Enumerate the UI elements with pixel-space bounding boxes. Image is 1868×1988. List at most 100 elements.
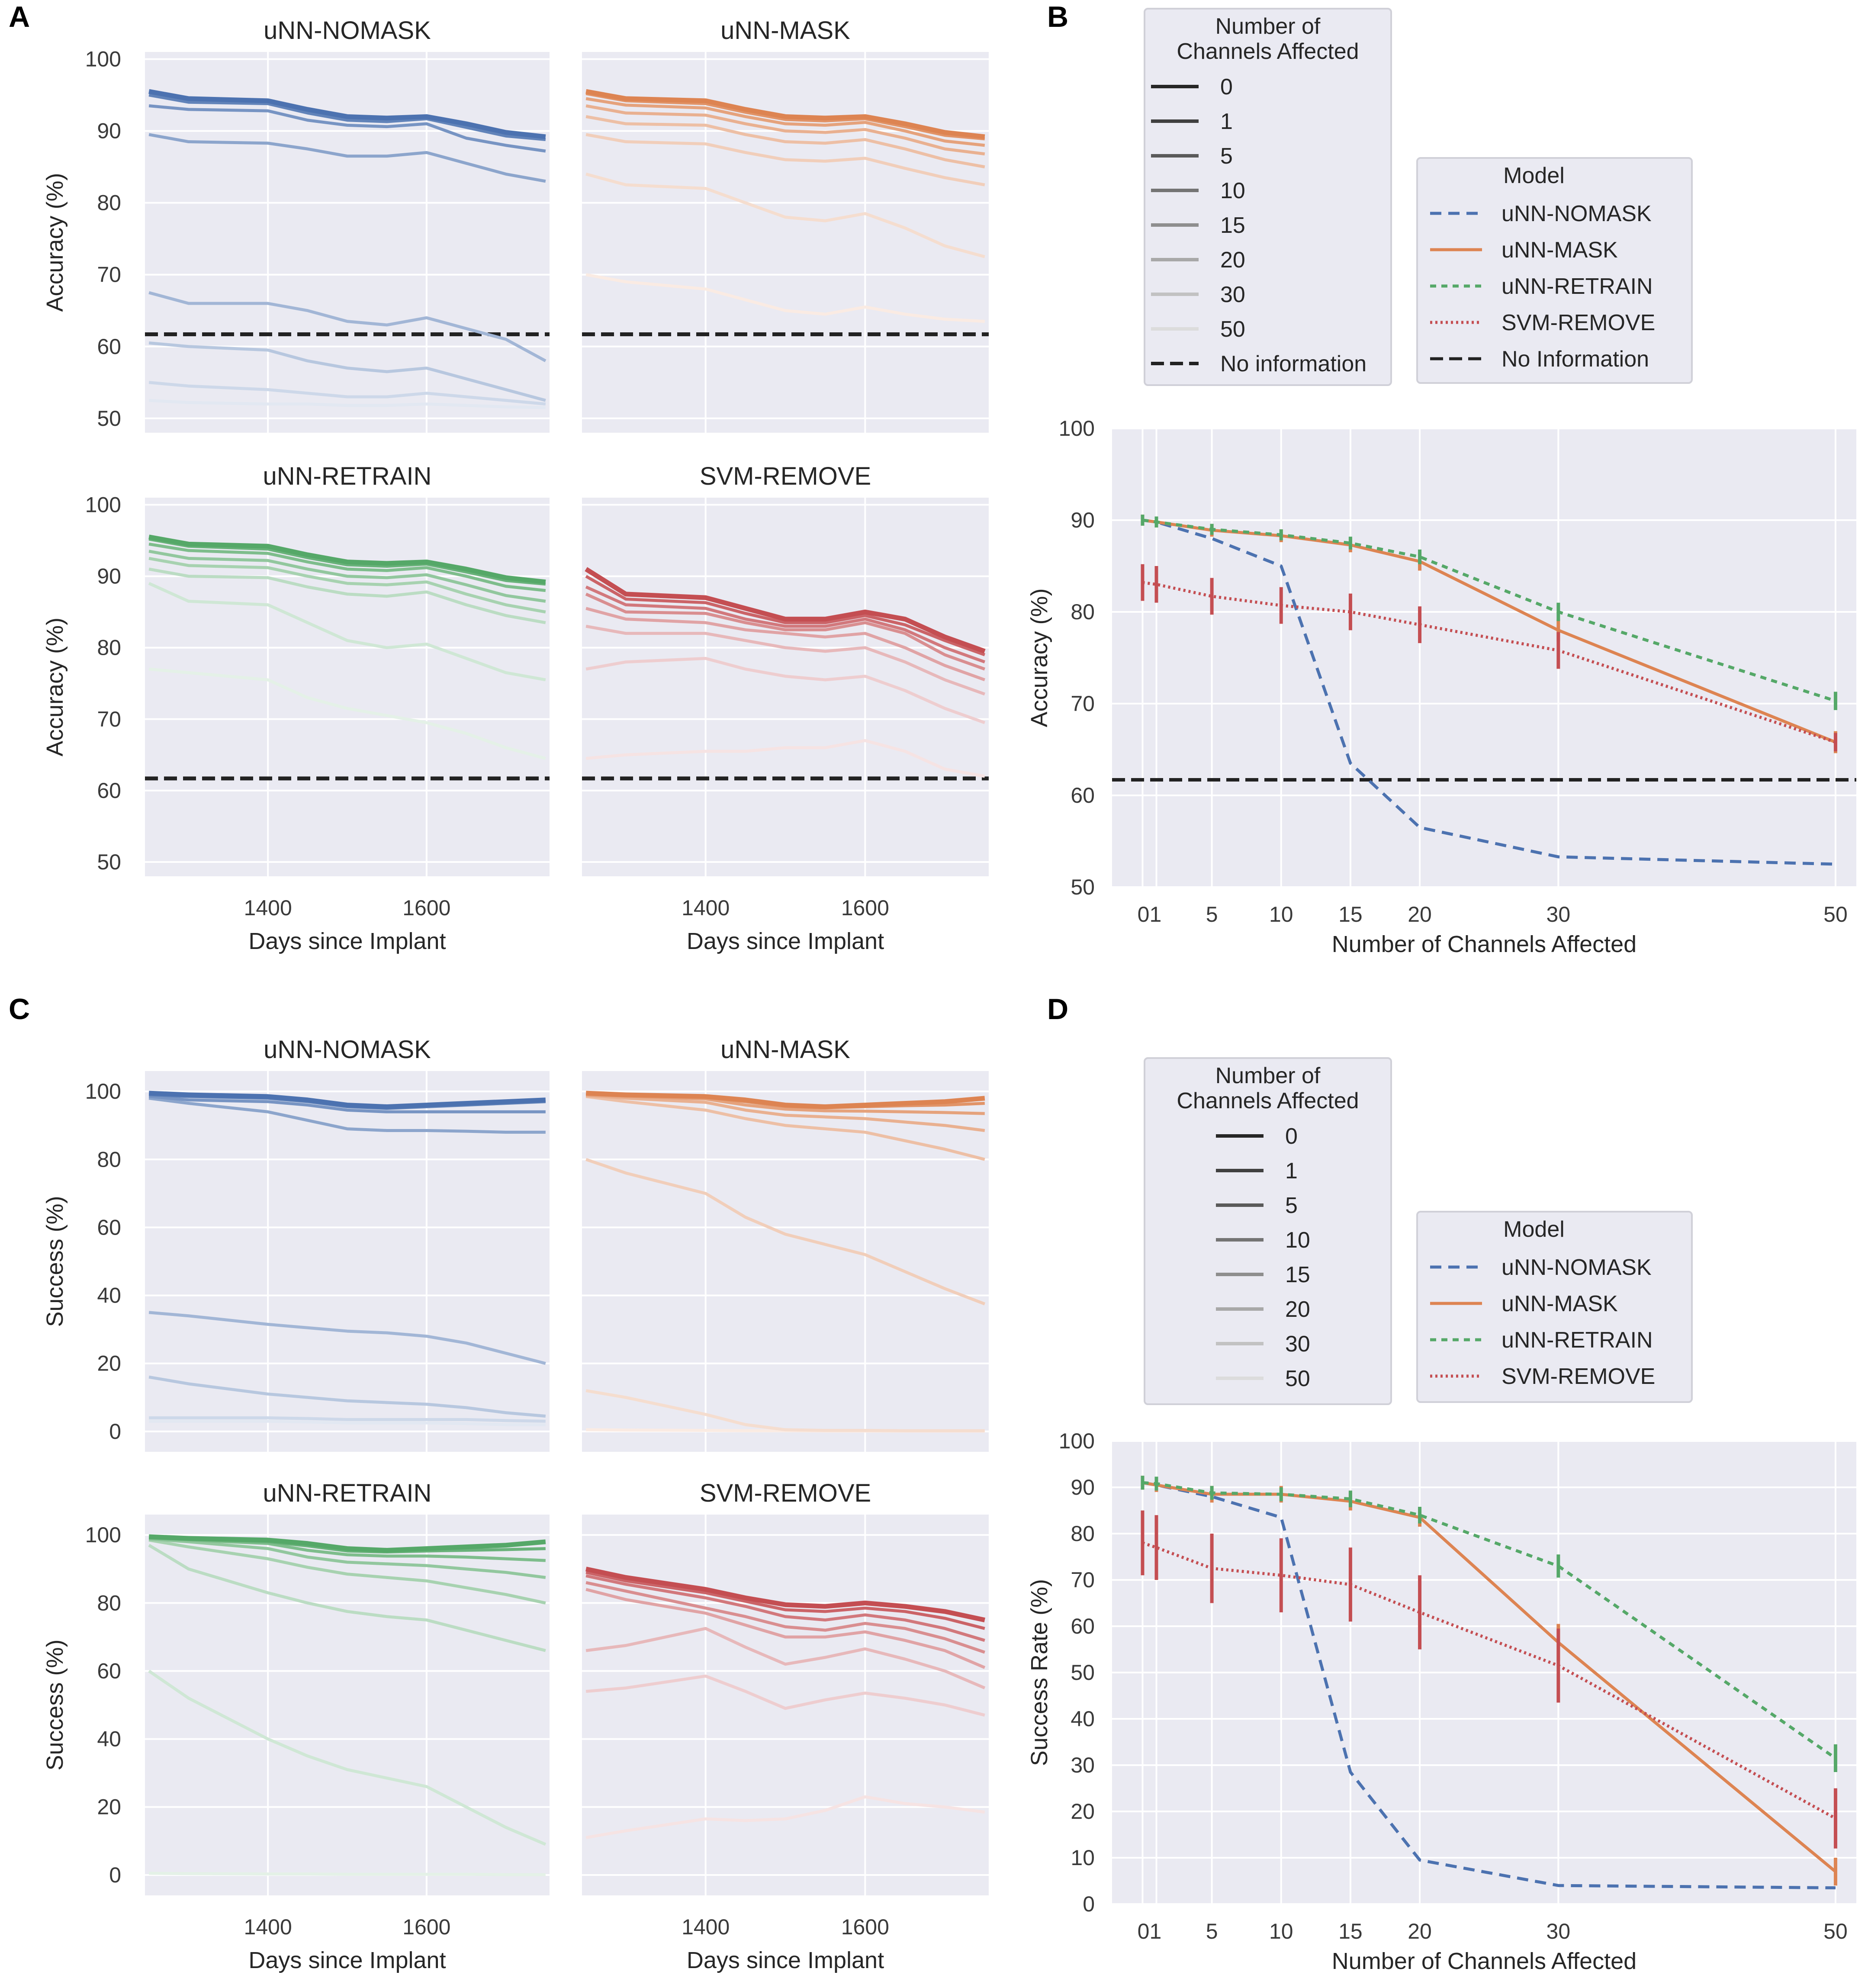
series-line-50 [148,667,546,760]
subplot-title: uNN-NOMASK [264,16,431,45]
y-tick-label: 80 [97,191,121,215]
legend-label: 20 [1285,1297,1310,1322]
y-tick-label: 90 [1071,508,1095,532]
y-tick-label: 70 [1071,692,1095,716]
series-line-50 [585,739,985,778]
series-line-50 [148,399,546,409]
y-tick-label: 60 [1071,1614,1095,1638]
series-line-15 [585,1095,985,1161]
subplot-unn-retrain: uNN-RETRAIN 50 60 70 80 90 100 Accuracy (%) 1400… [42,462,550,954]
plot-background [582,52,989,433]
y-tick-label: 90 [97,119,121,143]
series-line-30 [149,1416,546,1423]
series-line-0 [585,1091,985,1109]
series-line-1 [585,92,985,141]
y-tick-label: 60 [97,778,121,803]
y-tick-label: 60 [1071,783,1095,807]
y-tick-label: 70 [97,707,121,731]
series-line-10 [585,1581,985,1654]
panel-letter-a: A [9,0,30,33]
legend-label: 1 [1285,1158,1298,1184]
legend-label: 30 [1220,282,1245,307]
plot-background [582,1071,989,1452]
y-tick-label: 100 [1059,416,1095,441]
plot-background [145,1515,550,1895]
legend-box [1144,1057,1392,1405]
series-line-50 [149,1419,546,1426]
y-tick-label: 70 [97,263,121,287]
y-tick-label: 40 [97,1284,121,1308]
series-line-0 [585,1567,985,1622]
legend-label: 0 [1285,1124,1298,1149]
series-line-15 [148,557,546,614]
series-line-15 [585,607,985,682]
legend-label: 10 [1285,1228,1310,1253]
x-tick-label: 1400 [682,896,730,920]
subplot-svm-remove: SVM-REMOVE 1400 1600 Days since Implant [582,462,989,954]
y-tick-label: 100 [85,1079,121,1103]
y-tick-label: 20 [97,1351,121,1376]
y-tick-label: 40 [97,1727,121,1751]
x-tick-label: 5 [1206,902,1218,926]
y-tick-label: 20 [97,1795,121,1819]
series-line-10 [148,1538,546,1579]
series-line-15 [585,115,985,169]
series-line [1142,1541,1836,1820]
x-tick-label: 10 [1269,1919,1293,1943]
series-line-0 [585,567,986,654]
legend-label: No Information [1501,347,1649,372]
x-tick-label: 30 [1546,902,1571,926]
series-line-1 [585,1571,985,1630]
legend-label: uNN-NOMASK [1501,1255,1652,1280]
y-axis-label: Accuracy (%) [1026,588,1052,727]
series-line-10 [148,133,546,183]
y-axis-label: Success Rate (%) [1026,1579,1052,1766]
series-line-15 [585,1588,986,1669]
series-line-20 [585,1158,986,1306]
x-tick-label: 1400 [244,1915,292,1939]
x-axis-label: Days since Implant [687,1947,884,1973]
subplot-svm-remove: SVM-REMOVE 1400 1600 Days since Implant [582,1479,989,1973]
y-tick-label: 60 [97,335,121,359]
legend-title: Number of [1215,14,1321,39]
series-line-15 [148,291,547,363]
x-tick-label: 15 [1338,1919,1363,1943]
y-tick-label: 70 [1071,1568,1095,1592]
x-tick-label: 10 [1269,902,1293,926]
subplot-unn-nomask: uNN-NOMASK 0 20 40 60 80 100 Success (%) [42,1036,550,1452]
legend-label: 10 [1220,178,1245,203]
subplot-unn-mask: uNN-MASK [582,16,989,433]
series-line-10 [585,592,985,671]
x-axis-label: Days since Implant [248,1947,446,1973]
x-tick-label: 50 [1823,1919,1848,1943]
y-tick-label: 100 [85,1523,121,1547]
series-line [1142,1481,1836,1760]
legend-label: uNN-MASK [1501,238,1618,263]
series-line-30 [585,1389,985,1432]
series-line-20 [148,567,546,624]
series-line-1 [585,575,985,656]
x-axis-label: Days since Implant [248,928,446,954]
legend-label: 0 [1220,74,1233,100]
y-tick-label: 0 [109,1419,121,1444]
subplot-title: SVM-REMOVE [700,462,871,490]
y-tick-label: 80 [97,1591,121,1615]
series-line-30 [585,172,985,258]
series-line-0 [148,1534,546,1553]
series-line-50 [585,1795,985,1839]
series-line-5 [585,1574,985,1642]
series-line-20 [148,1375,546,1418]
subplot-title: SVM-REMOVE [700,1479,871,1507]
subplot-title: uNN-RETRAIN [263,1479,432,1507]
y-tick-label: 80 [1071,600,1095,624]
y-tick-label: 0 [109,1863,121,1887]
x-tick-label: 01 [1138,902,1162,926]
x-axis-label: Number of Channels Affected [1332,1948,1637,1974]
legend-label: SVM-REMOVE [1501,1364,1655,1389]
legend-model: Model uNN-NOMASK uNN-MASK uNN-RETRAIN SVM-RE… [1416,157,1693,384]
legend-label: 15 [1285,1262,1310,1287]
x-tick-label: 1600 [402,1915,450,1939]
x-tick-label: 1600 [841,896,889,920]
